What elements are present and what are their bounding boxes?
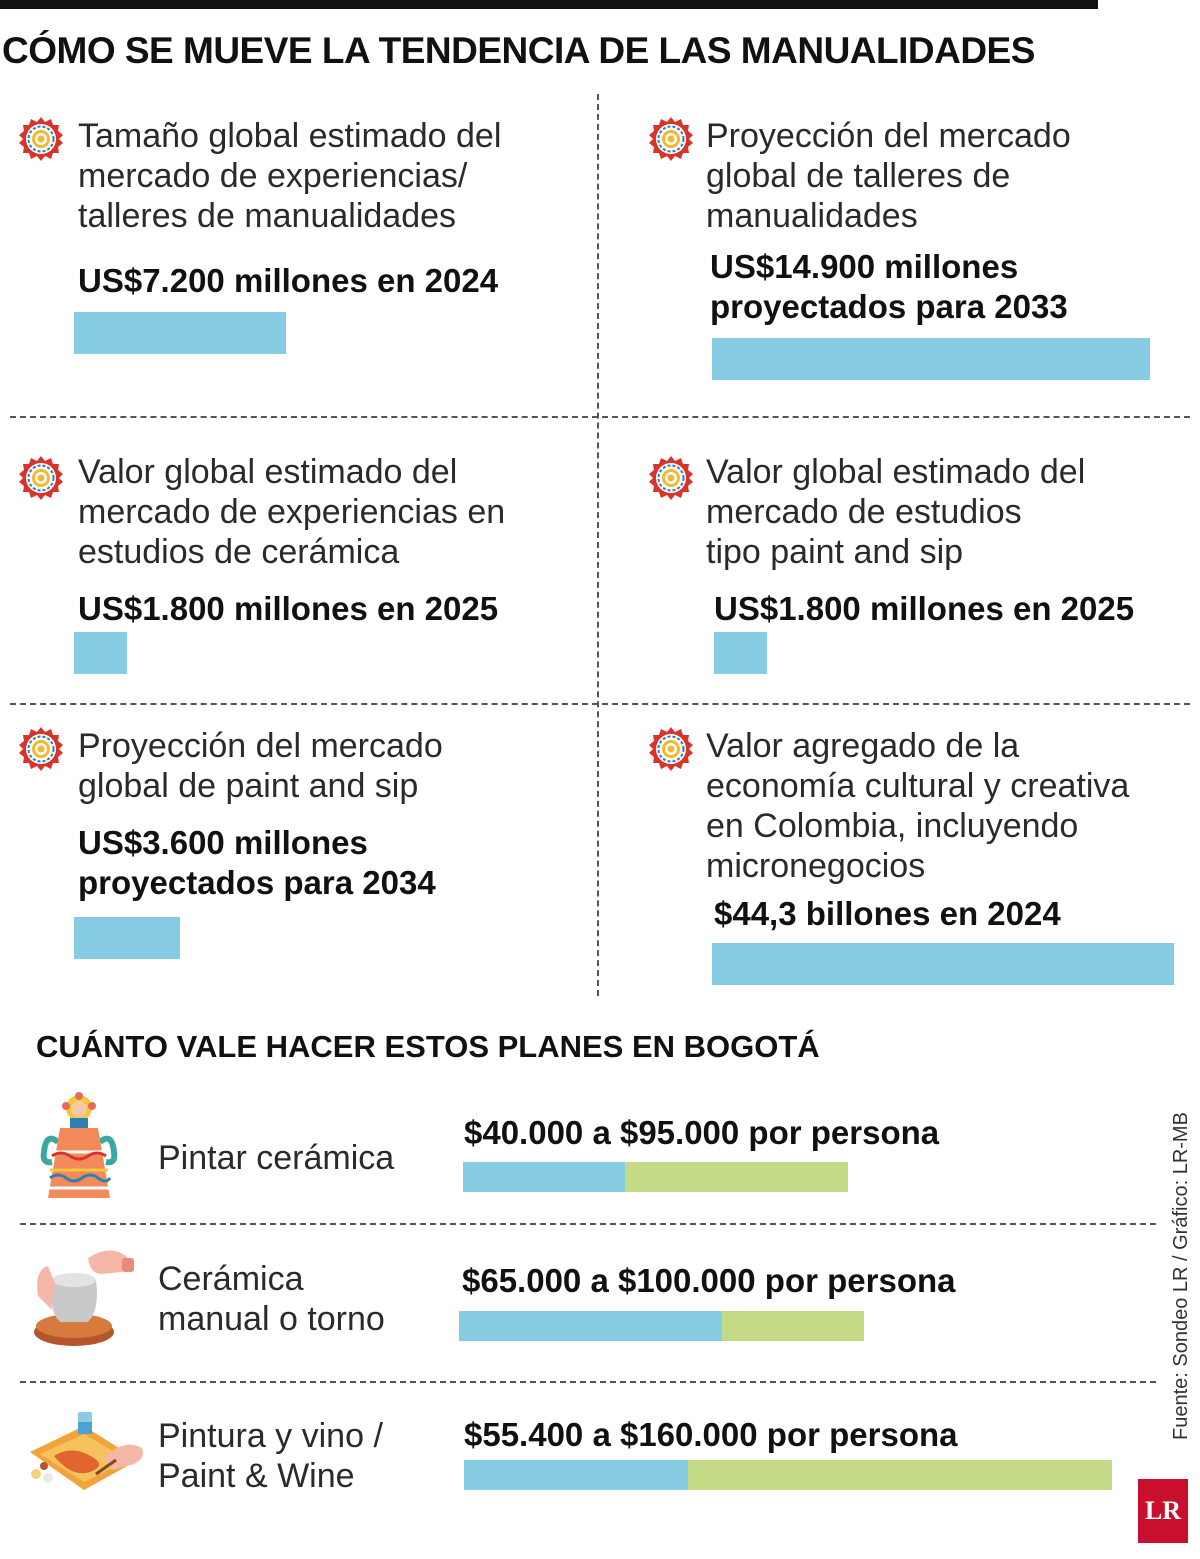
plan-label-line: Paint & Wine [158, 1457, 355, 1495]
stat-value: US$3.600 millones proyectados para 2034 [78, 823, 436, 903]
stat-value-line: proyectados para 2034 [78, 864, 436, 901]
stat-description-line: talleres de manualidades [78, 197, 457, 235]
rosette-icon [648, 726, 694, 772]
plan-label-line: Pintar cerámica [158, 1139, 395, 1177]
price-range-bar [459, 1311, 864, 1341]
stat-description: Valor agregado de la economía cultural y… [706, 726, 1129, 886]
stat-value-line: proyectados para 2033 [710, 288, 1068, 325]
stat-value-line: US$1.800 millones en 2025 [78, 590, 499, 627]
stat-description: Tamaño global estimado del mercado de ex… [78, 116, 501, 236]
value-bar [74, 917, 180, 959]
value-bar [74, 632, 127, 674]
price-min-segment [464, 1460, 689, 1490]
stat-value-line: US$1.800 millones en 2025 [714, 590, 1135, 627]
lr-logo: LR [1138, 1479, 1188, 1543]
value-bar [712, 943, 1174, 985]
price-range: $65.000 a $100.000 por persona [462, 1262, 956, 1299]
price-range-bar [464, 1460, 1112, 1490]
stat-value: US$1.800 millones en 2025 [78, 589, 498, 629]
pottery-wheel-icon [34, 1250, 134, 1346]
stat-value: US$14.900 millones proyectados para 2033 [710, 247, 1068, 327]
price-min-segment [463, 1162, 625, 1192]
stat-description-line: Tamaño global estimado del [78, 117, 502, 155]
stat-description-line: en Colombia, incluyendo [706, 807, 1079, 845]
value-bar [714, 632, 767, 674]
stat-description-line: tipo paint and sip [706, 533, 964, 571]
stat-value-line: US$7.200 millones en 2024 [78, 262, 499, 299]
stat-description: Valor global estimado del mercado de est… [706, 452, 1085, 572]
horizontal-divider [10, 703, 1190, 705]
horizontal-divider [20, 1381, 1156, 1383]
stat-description-line: Proyección del mercado [706, 117, 1071, 155]
horizontal-divider [10, 416, 1190, 418]
rosette-icon [18, 726, 64, 772]
price-range: $55.400 a $160.000 por persona [464, 1416, 958, 1453]
source-credit: Fuente: Sondeo LR / Gráfico: LR-MB [1170, 1112, 1192, 1440]
stat-description-line: micronegocios [706, 847, 926, 885]
rosette-icon [18, 116, 64, 162]
price-max-segment [625, 1162, 848, 1192]
horizontal-divider [20, 1223, 1156, 1225]
value-bar [74, 312, 286, 354]
plan-label-line: Cerámica [158, 1260, 304, 1298]
plan-label: Pintar cerámica [158, 1138, 394, 1178]
paint-and-wine-icon [30, 1412, 143, 1490]
stat-description-line: global de paint and sip [78, 767, 419, 805]
stat-description-line: mercado de experiencias en [78, 493, 506, 531]
stat-value: $44,3 billones en 2024 [714, 894, 1061, 934]
stat-description-line: mercado de experiencias/ [78, 157, 468, 195]
rosette-icon [648, 116, 694, 162]
stat-description: Proyección del mercado global de paint a… [78, 726, 443, 806]
page-title: CÓMO SE MUEVE LA TENDENCIA DE LAS MANUAL… [2, 30, 1035, 71]
stat-description-line: mercado de estudios [706, 493, 1022, 531]
price-max-segment [688, 1460, 1112, 1490]
stat-description-line: Proyección del mercado [78, 727, 443, 765]
price-max-segment [722, 1311, 864, 1341]
stat-description: Proyección del mercado global de tallere… [706, 116, 1071, 236]
top-rule [0, 0, 1098, 9]
stat-value-line: US$3.600 millones [78, 824, 368, 861]
price-range-bar [463, 1162, 848, 1192]
vertical-divider [597, 94, 599, 996]
price-range: $40.000 a $95.000 por persona [464, 1114, 940, 1151]
value-bar [712, 338, 1150, 380]
rosette-icon [18, 455, 64, 501]
stat-description-line: Valor agregado de la [706, 727, 1020, 765]
stat-value: US$7.200 millones en 2024 [78, 261, 498, 301]
ceramic-doll-icon [40, 1092, 118, 1198]
stat-description: Valor global estimado del mercado de exp… [78, 452, 505, 572]
rosette-icon [648, 455, 694, 501]
plan-label: Cerámica manual o torno [158, 1259, 385, 1339]
plan-label-line: manual o torno [158, 1300, 385, 1338]
stat-description-line: Valor global estimado del [706, 453, 1086, 491]
stat-value: US$1.800 millones en 2025 [714, 589, 1134, 629]
stat-description-line: manualidades [706, 197, 918, 235]
plan-label: Pintura y vino / Paint & Wine [158, 1416, 383, 1496]
stat-description-line: estudios de cerámica [78, 533, 400, 571]
plans-title: CUÁNTO VALE HACER ESTOS PLANES EN BOGOTÁ [36, 1029, 820, 1064]
stat-description-line: economía cultural y creativa [706, 767, 1130, 805]
stat-value-line: US$14.900 millones [710, 248, 1019, 285]
plan-label-line: Pintura y vino / [158, 1417, 383, 1455]
stat-value-line: $44,3 billones en 2024 [714, 895, 1061, 932]
price-min-segment [459, 1311, 723, 1341]
stat-description-line: Valor global estimado del [78, 453, 458, 491]
stat-description-line: global de talleres de [706, 157, 1011, 195]
